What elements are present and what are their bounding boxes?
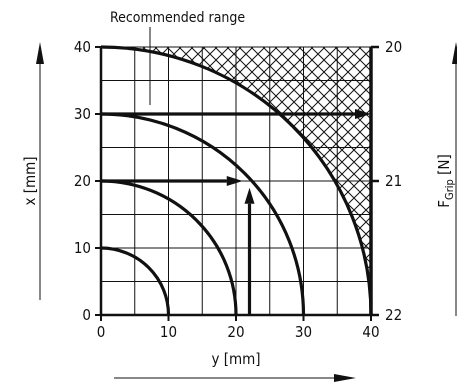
y-tick-label: 0: [82, 306, 91, 324]
x-tick-label: 0: [97, 323, 106, 341]
x-tick-label: 20: [227, 323, 244, 341]
svg-text:FGrip [N]: FGrip [N]: [435, 154, 456, 207]
grip-curve-r30: [100, 112, 306, 316]
right-tick-label: 20: [385, 38, 402, 56]
right-tick-label: 22: [385, 306, 402, 324]
grip-curve-r40: [100, 45, 373, 316]
bottom-direction-arrowhead: [334, 374, 356, 382]
y-tick-label: 20: [74, 172, 91, 190]
right-axis-title-main: F: [435, 200, 453, 208]
left-direction-arrowhead: [36, 42, 44, 64]
y-tick-label: 40: [74, 38, 91, 56]
recommended-range-label: Recommended range: [110, 10, 245, 26]
right-axis-title: FGrip [N]: [435, 154, 456, 207]
x-tick-label: 40: [362, 323, 379, 341]
reading-arrows: [101, 109, 371, 315]
y-axis-title: x [mm]: [21, 156, 39, 205]
right-axis-title-sub: Grip: [443, 179, 456, 200]
reading-arrowhead-0: [355, 109, 371, 119]
grip-curve-r20: [100, 179, 238, 316]
x-tick-label: 30: [295, 323, 312, 341]
tick-labels: 0 10 20 30 40 0 10 20 30 40 20 21 22: [74, 38, 402, 341]
grip-curves: [100, 45, 373, 316]
reading-arrowhead-2: [244, 187, 255, 204]
right-tick-label: 21: [385, 172, 402, 190]
y-tick-label: 30: [74, 105, 91, 123]
x-axis-title: y [mm]: [211, 350, 260, 368]
reading-arrowhead-1: [226, 176, 243, 186]
right-direction-arrowhead: [452, 42, 457, 64]
y-tick-label: 10: [74, 239, 91, 257]
right-axis-title-unit: [N]: [435, 154, 453, 175]
grip-curve-r10: [100, 246, 171, 316]
x-tick-label: 10: [160, 323, 177, 341]
